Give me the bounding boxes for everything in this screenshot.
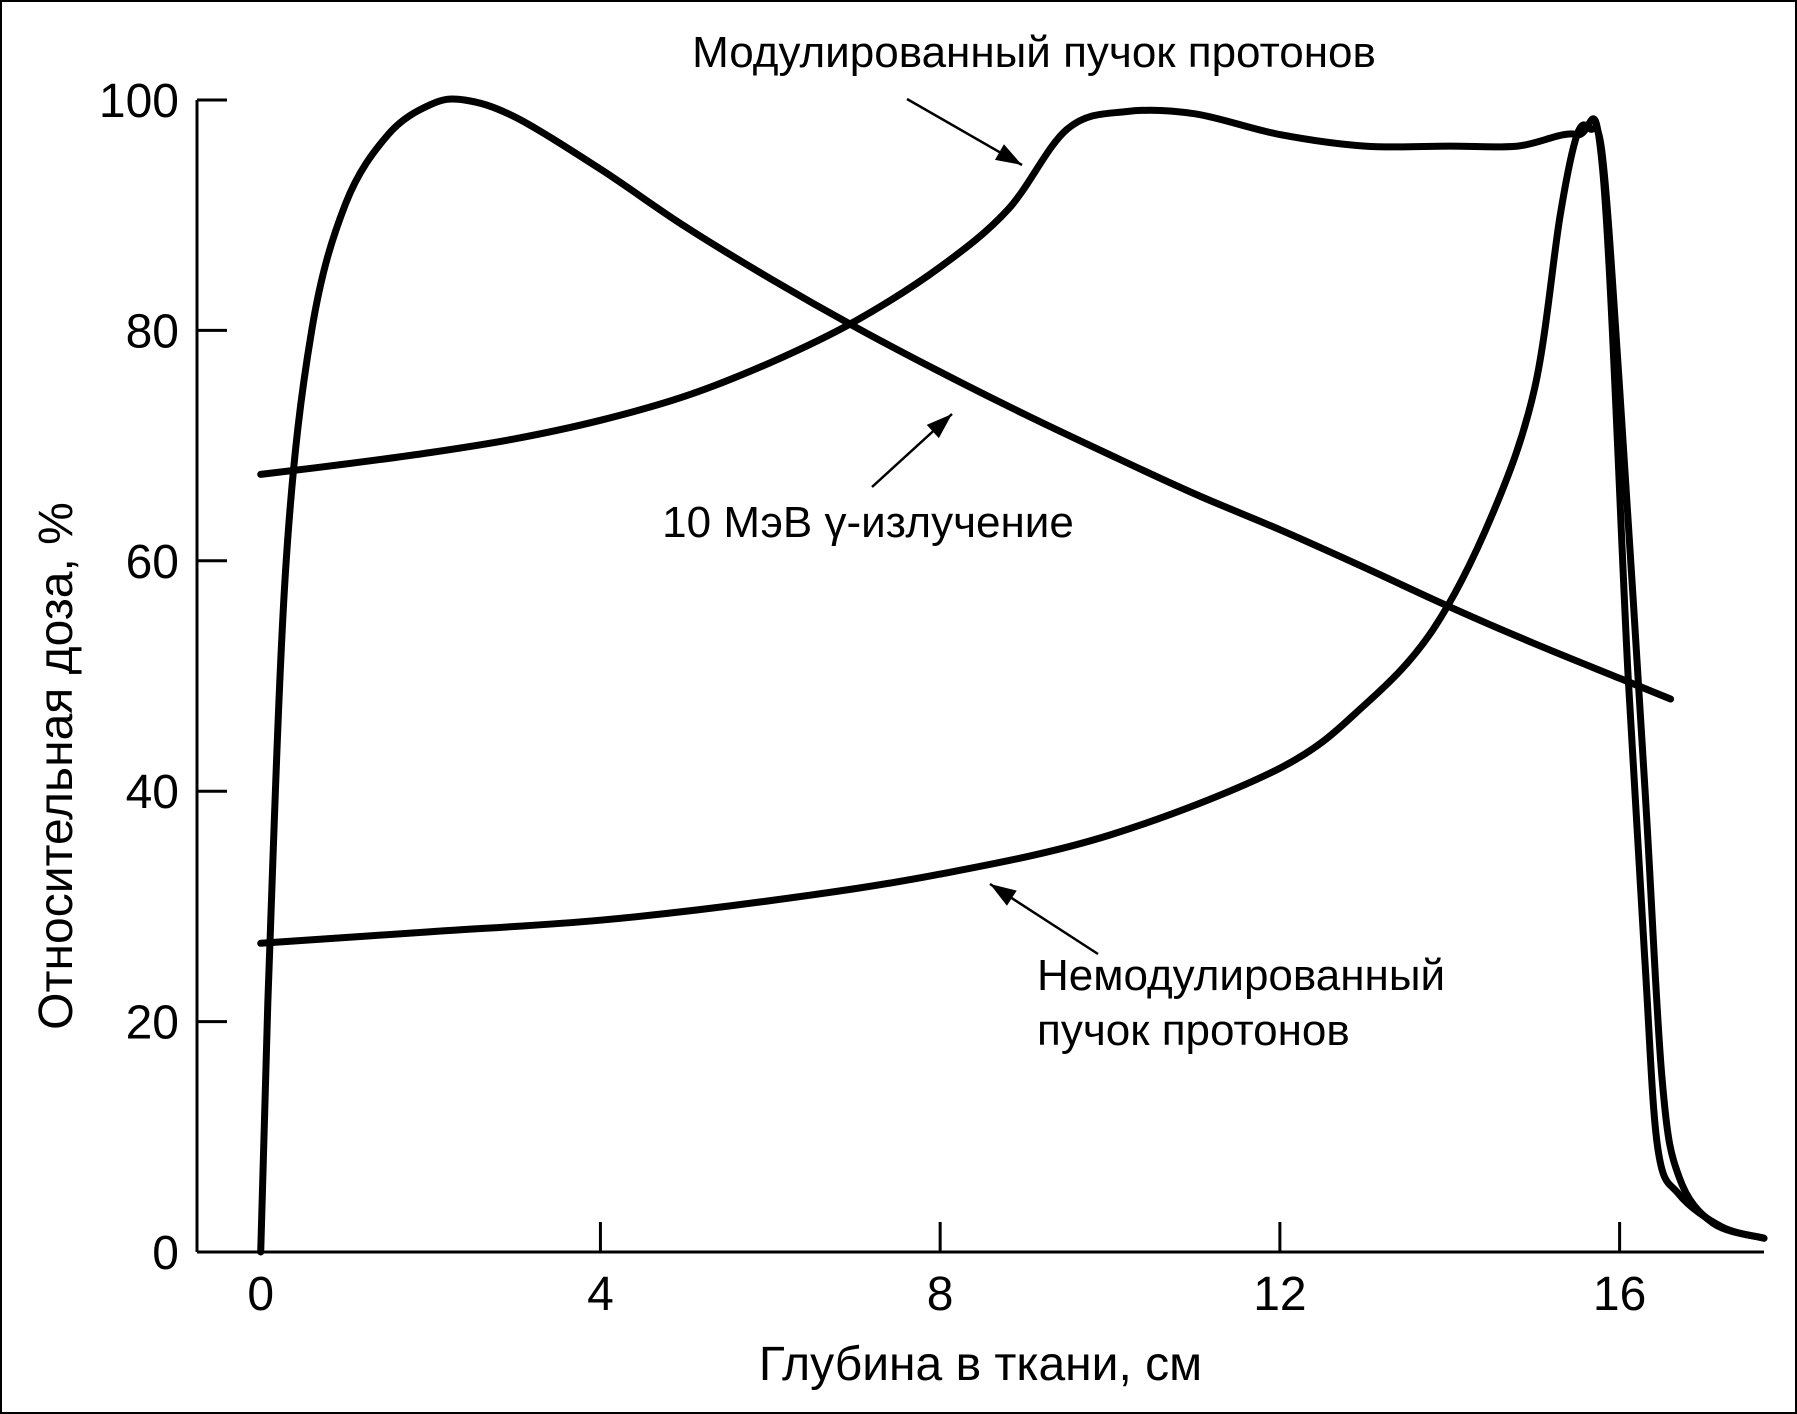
y-tick-label: 60 [126,536,179,589]
curve-modulated [257,121,1768,1242]
axes [195,100,1764,1254]
x-axis-label: Глубина в ткани, см [759,1338,1202,1391]
y-tick-label: 100 [99,75,179,128]
y-tick-label: 0 [152,1227,179,1280]
curve-unmodulated [257,95,1675,1256]
annotations: Модулированный пучок протонов 10 МэВ γ-из… [662,28,1445,1055]
ticks: 0 4 8 12 16 0 20 40 60 80 100 [99,75,1646,1321]
arrowhead [926,414,952,439]
y-tick-label: 80 [126,305,179,358]
y-tick-label: 40 [126,766,179,819]
x-tick-label: 0 [247,1268,274,1321]
x-tick-label: 4 [587,1268,614,1321]
annotation-line: 10 МэВ γ-излучение [662,498,1074,547]
curves [257,95,1768,1256]
annotation-line: Модулированный пучок протонов [692,28,1376,77]
annotation-unmodulated: Немодулированный пучок протонов [1037,951,1445,1055]
y-axis-label: Относительная доза, % [30,502,83,1030]
arrowhead [990,884,1017,906]
annotation-line: пучок протонов [1037,1006,1350,1055]
arrowhead [994,144,1022,165]
annotation-modulated: Модулированный пучок протонов [692,28,1376,77]
x-tick-label: 12 [1253,1268,1306,1321]
annotation-line: Немодулированный [1037,951,1445,1000]
annotation-gamma: 10 МэВ γ-излучение [662,498,1074,547]
y-tick-label: 20 [126,997,179,1050]
curve-gamma [257,106,1768,1242]
x-tick-label: 16 [1593,1268,1646,1321]
x-tick-label: 8 [927,1268,954,1321]
